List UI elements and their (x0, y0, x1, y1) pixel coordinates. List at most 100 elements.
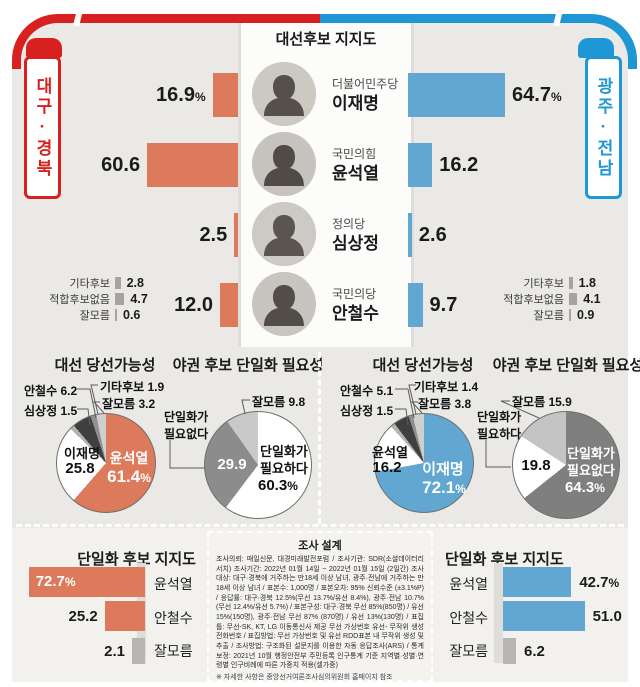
pie-slice-label: 단일화가 (567, 446, 615, 461)
extra-label: 잘모름 (533, 309, 564, 322)
bar-value-left: 16.9% (156, 83, 206, 106)
bar-윤석열 (503, 567, 572, 597)
pie-slice-label: 단일화가 (260, 444, 308, 459)
extra-label: 적합후보없음 (503, 293, 564, 306)
pie-callout: 잘모름 3.8 (418, 397, 472, 411)
bar-value: 2.1 (104, 642, 125, 660)
extra-value: 4.1 (583, 291, 601, 306)
bar-left-이재명 (212, 73, 238, 117)
bottom-bar-row: 51.0 (503, 601, 633, 631)
candidate-photo-안철수 (252, 272, 316, 336)
bar-안철수 (104, 601, 145, 631)
pie-slice-label: 필요하다 (260, 461, 308, 476)
bar-value: 51.0 (592, 607, 622, 625)
bottom-bar-row: 6.2 (503, 636, 633, 666)
pie-chart-gj-win (374, 413, 474, 513)
pie-slice-label: 이재명 (422, 461, 464, 478)
extra-row: 잘모름 0.6 (14, 307, 204, 322)
bar-label: 안철수 (154, 610, 193, 626)
bar-left-안철수 (220, 283, 238, 327)
bottom-bar-row: 42.7% (503, 567, 633, 597)
pie-callout: 잘모름 3.2 (102, 397, 156, 411)
center-dashed-divider (318, 352, 321, 524)
pie-title-tk-win: 대선 당선가능성 (54, 357, 156, 374)
extra-value: 2.8 (126, 275, 144, 290)
person-silhouette-icon (252, 272, 316, 336)
bar-left-심상정 (234, 213, 238, 257)
person-silhouette-icon (252, 202, 316, 266)
region-box-gwangju-jeonnam: 광주·전남 (585, 56, 622, 199)
bar-value: 42.7% (579, 573, 620, 591)
pie-slice-value: 16.2 (372, 459, 402, 476)
bar-row-left: 60.6 (16, 143, 238, 187)
candidate-name: 이재명 (332, 93, 379, 113)
pie-slice-value: 25.8 (65, 460, 95, 477)
survey-footnote: ※ 자세한 사항은 중앙선거여론조사심의위원회 홈페이지 참조 (216, 673, 393, 681)
bottom-bar-row: 2.1 (16, 636, 145, 666)
region-box-daegu-gyeongbuk: 대구·경북 (24, 56, 61, 199)
pie-title-tk-unify: 야권 후보 단일화 필요성 (172, 357, 324, 374)
bar-right-안철수 (408, 283, 423, 327)
bottom-bar-row: 72.7% (16, 567, 145, 597)
bar-label: 윤석열 (154, 576, 193, 592)
pie-callout: 심상정 1.5 (24, 404, 78, 418)
extra-tick-bar (569, 308, 571, 321)
extra-label: 기타후보 (523, 277, 564, 290)
pie-side-label: 단일화가 (164, 410, 209, 424)
pie-title-gj-win: 대선 당선가능성 (372, 357, 474, 374)
bar-윤석열: 72.7% (28, 567, 145, 597)
candidate-label: 국민의힘 윤석열 (332, 147, 422, 184)
blue-line-decoration (320, 14, 637, 69)
bar-row-left: 12.0 (16, 283, 238, 327)
extra-row: 적합후보없음 4.1 (468, 291, 640, 306)
page-title: 대선후보 지지도 (275, 31, 377, 48)
candidate-label: 국민의당 안철수 (332, 287, 422, 324)
pie-chart-tk-unify (204, 411, 312, 519)
candidate-name: 윤석열 (332, 163, 379, 183)
pie-callout: 기타후보 1.4 (414, 380, 479, 394)
bar-right-심상정 (408, 213, 412, 257)
bar-value-left: 12.0 (174, 293, 213, 316)
pie-callout: 안철수 5.1 (340, 384, 394, 398)
party-name: 국민의힘 (332, 147, 377, 161)
candidate-label: 더불어민주당 이재명 (332, 77, 422, 114)
candidate-photo-이재명 (252, 62, 316, 126)
blue-line-terminal (578, 38, 614, 58)
bar-value-left: 60.6 (101, 153, 141, 176)
bar-row-right: 16.2 (408, 143, 624, 187)
pie-callout: 안철수 6.2 (24, 384, 78, 398)
baseline-strip-right (494, 563, 503, 663)
person-silhouette-icon (252, 62, 316, 126)
extra-value: 0.6 (123, 307, 141, 322)
party-name: 국민의당 (332, 287, 377, 301)
survey-body-text: 조사의뢰: 매일신문, 대경미래발전포럼 / 조사기관: SDR(소셜데이터리서… (216, 556, 424, 670)
bar-row-right: 9.7 (408, 283, 624, 327)
region-label-left: 대구·경북 (33, 76, 52, 179)
bar-row-right: 2.6 (408, 213, 624, 257)
pie-side-label: 단일화가 (477, 410, 522, 424)
bar-label: 잘모름 (449, 643, 488, 659)
bar-row-left: 2.5 (16, 213, 238, 257)
pie-callout-lines (77, 384, 540, 469)
pie-slice-label: 필요없다 (567, 463, 615, 478)
extra-tick-bar (115, 276, 121, 289)
candidate-photo-심상정 (252, 202, 316, 266)
pie-slice-value: 29.9 (217, 456, 247, 473)
candidate-photo-윤석열 (252, 132, 316, 196)
extra-label: 기타후보 (69, 277, 110, 290)
bar-value: 6.2 (524, 642, 545, 660)
survey-title: 조사 설계 (298, 540, 342, 552)
extra-tick-bar (569, 292, 578, 305)
extra-tick-bar (115, 308, 117, 321)
bar-label: 윤석열 (449, 576, 488, 592)
pie-slice-value: 72.1% (422, 478, 466, 497)
bar-value-right: 64.7% (512, 83, 562, 106)
bar-잘모름 (503, 638, 516, 664)
extra-tick-bar (115, 292, 125, 305)
bottom-bar-row: 25.2 (16, 601, 145, 631)
pie-side-label: 필요하다 (477, 427, 522, 441)
person-silhouette-icon (252, 132, 316, 196)
pie-title-gj-unify: 야권 후보 단일화 필요성 (492, 357, 640, 374)
pie-slice-label: 이재명 (64, 446, 100, 461)
